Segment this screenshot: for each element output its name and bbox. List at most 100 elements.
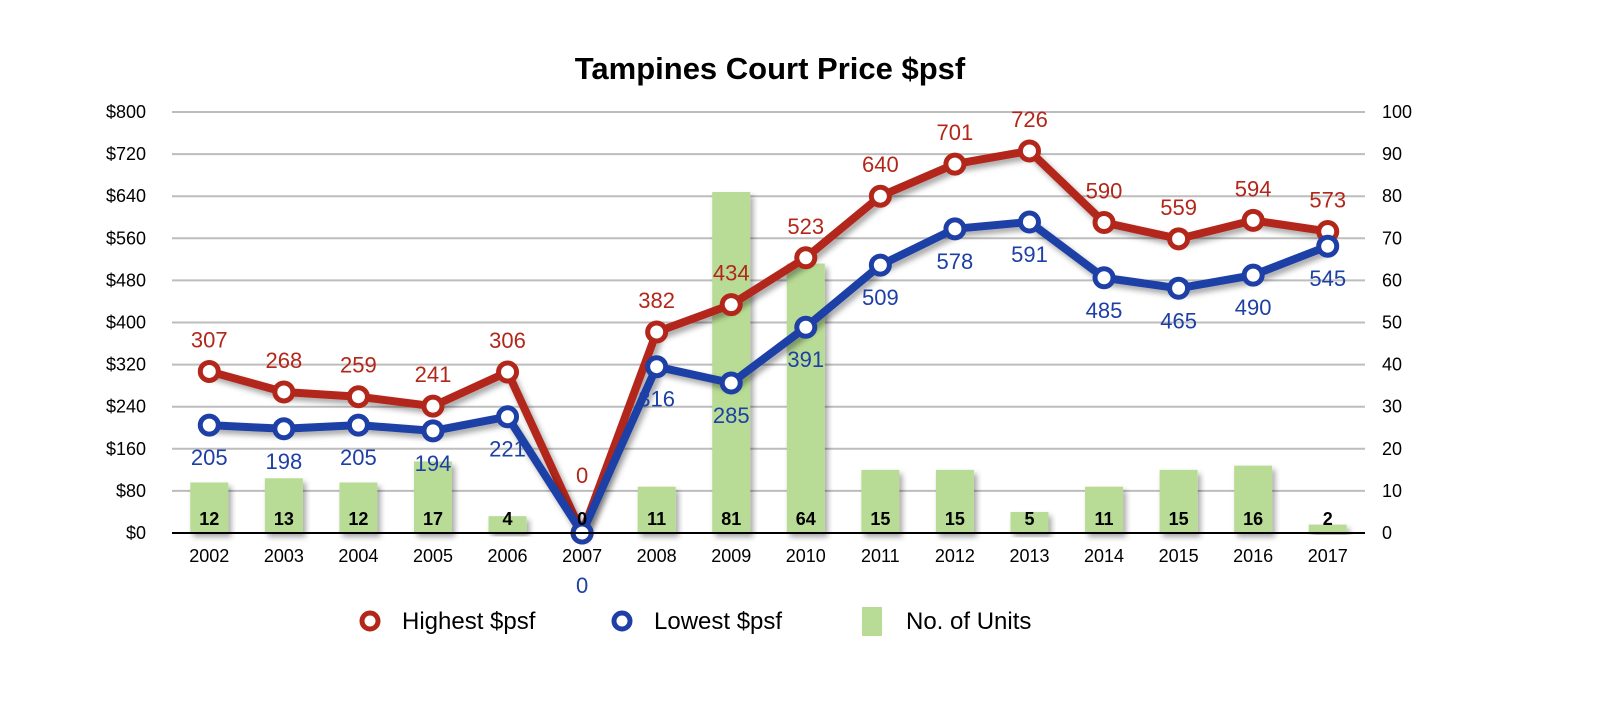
right-tick-label: 80: [1382, 186, 1402, 206]
point-value-label: 591: [1011, 242, 1048, 267]
bar-units: [339, 482, 378, 533]
point-value-label: 259: [340, 353, 377, 378]
point-value-label: 194: [415, 451, 452, 476]
point-lowest: [1092, 266, 1116, 290]
point-value-label: 307: [191, 327, 228, 352]
left-tick-label: $320: [106, 355, 146, 375]
legend: Highest $psf Lowest $psf No. of Units: [359, 607, 1031, 636]
right-tick-label: 100: [1382, 102, 1412, 122]
point-lowest: [272, 417, 296, 441]
bar-units: [1159, 469, 1198, 533]
right-tick-label: 20: [1382, 439, 1402, 459]
bar-value-label: 17: [423, 509, 443, 529]
point-value-label: 490: [1235, 295, 1272, 320]
point-lowest: [645, 355, 669, 379]
x-tick-label: 2004: [338, 546, 378, 566]
point-value-label: 382: [638, 288, 675, 313]
point-value-label: 509: [862, 285, 899, 310]
point-lowest: [421, 419, 445, 443]
point-value-label: 268: [265, 348, 302, 373]
x-tick-label: 2013: [1009, 546, 1049, 566]
bar-units: [264, 478, 303, 533]
bar-value-label: 64: [796, 509, 816, 529]
point-value-label: 0: [576, 573, 588, 598]
point-value-label: 640: [862, 152, 899, 177]
axes: $0 $80 $160 $240 $320 $400 $480 $560 $640 $720 $80…: [106, 102, 1412, 566]
point-highest: [346, 385, 370, 409]
point-value-label: 221: [489, 437, 526, 462]
left-tick-label: $160: [106, 439, 146, 459]
x-tick-label: 2002: [189, 546, 229, 566]
bar-value-label: 81: [721, 509, 741, 529]
point-value-label: 701: [937, 120, 974, 145]
bar-value-label: 15: [1169, 509, 1189, 529]
point-lowest: [1316, 234, 1340, 258]
left-tick-label: $720: [106, 144, 146, 164]
point-value-label: 594: [1235, 176, 1272, 201]
point-value-label: 573: [1309, 187, 1346, 212]
left-tick-label: $240: [106, 397, 146, 417]
bar-units: [712, 191, 751, 534]
x-tick-label: 2011: [861, 546, 900, 566]
bar-units: [861, 469, 900, 533]
point-value-label: 434: [713, 261, 750, 286]
legend-swatch-icon: [862, 607, 882, 636]
point-lowest: [197, 413, 221, 437]
point-highest: [868, 184, 892, 208]
point-value-label: 0: [576, 463, 588, 488]
right-tick-label: 70: [1382, 228, 1402, 248]
point-value-label: 316: [638, 387, 675, 412]
right-tick-label: 10: [1382, 481, 1402, 501]
x-tick-label: 2005: [413, 546, 453, 566]
x-tick-label: 2015: [1159, 546, 1199, 566]
point-highest: [1167, 227, 1191, 251]
point-value-label: 545: [1309, 266, 1346, 291]
point-highest: [943, 152, 967, 176]
x-tick-label: 2007: [562, 546, 602, 566]
x-tick-label: 2010: [786, 546, 826, 566]
x-tick-label: 2006: [488, 546, 528, 566]
point-highest: [421, 394, 445, 418]
bar-units: [1234, 465, 1273, 533]
x-tick-label: 2017: [1308, 546, 1348, 566]
point-highest: [496, 360, 520, 384]
left-tick-label: $640: [106, 186, 146, 206]
point-lowest: [943, 217, 967, 241]
point-highest: [645, 320, 669, 344]
legend-marker-icon: [359, 610, 381, 632]
point-value-label: 391: [787, 347, 824, 372]
right-tick-label: 40: [1382, 355, 1402, 375]
point-value-label: 465: [1160, 308, 1197, 333]
point-lowest: [719, 371, 743, 395]
bar-value-label: 15: [870, 509, 890, 529]
legend-marker-icon: [611, 610, 633, 632]
bar-units: [1010, 511, 1049, 533]
right-tick-label: 30: [1382, 397, 1402, 417]
bar-value-label: 12: [199, 509, 219, 529]
bar-value-label: 12: [348, 509, 368, 529]
point-value-label: 485: [1086, 298, 1123, 323]
x-tick-label: 2009: [711, 546, 751, 566]
point-value-label: 205: [191, 445, 228, 470]
point-highest: [1092, 211, 1116, 235]
left-tick-label: $400: [106, 313, 146, 333]
point-value-label: 306: [489, 328, 526, 353]
lines: [197, 139, 1340, 545]
line-lowest: [209, 217, 1330, 537]
point-value-label: 205: [340, 445, 377, 470]
legend-label: Highest $psf: [402, 608, 536, 635]
bar-value-label: 4: [503, 509, 513, 529]
point-value-label: 285: [713, 403, 750, 428]
bar-units: [190, 482, 229, 533]
bar-value-label: 13: [274, 509, 294, 529]
point-lowest: [1167, 276, 1191, 300]
point-value-label: 726: [1011, 107, 1048, 132]
bar-value-label: 0: [577, 509, 587, 529]
point-value-label: 523: [787, 214, 824, 239]
bars: [190, 191, 1347, 534]
right-tick-label: 90: [1382, 144, 1402, 164]
left-tick-label: $0: [126, 523, 146, 543]
bar-value-label: 11: [647, 509, 666, 529]
bar-value-label: 16: [1243, 509, 1263, 529]
bar-value-label: 11: [1095, 509, 1114, 529]
